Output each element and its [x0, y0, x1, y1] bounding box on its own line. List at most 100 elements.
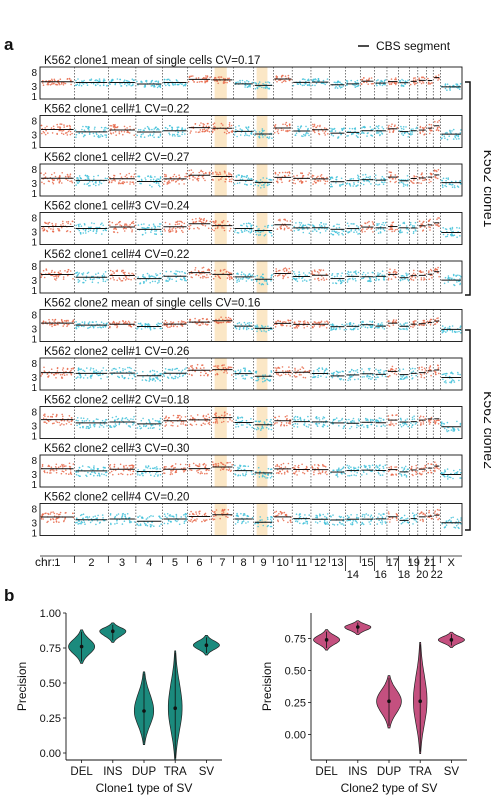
cn-point [246, 422, 248, 425]
y-tick-label: 8 [31, 262, 37, 273]
cn-point [339, 328, 341, 330]
cn-point [415, 230, 417, 232]
cn-point [277, 181, 279, 184]
cn-point [303, 320, 306, 322]
cn-point [459, 283, 461, 286]
cn-point [109, 425, 112, 427]
cn-point [77, 182, 79, 184]
cn-point [213, 129, 216, 131]
cn-point [339, 87, 342, 89]
cn-point [213, 125, 215, 128]
cn-point [174, 135, 176, 137]
cn-point [116, 418, 119, 421]
cn-point [279, 219, 281, 222]
cn-point [228, 122, 231, 124]
cn-point [428, 278, 431, 281]
cn-point [303, 224, 305, 227]
cn-point [219, 277, 222, 280]
cn-point [372, 222, 375, 225]
y-tick-label: 8 [31, 68, 37, 79]
cn-point [409, 368, 412, 370]
cn-point [76, 325, 78, 328]
cn-point [221, 221, 223, 223]
cn-point [424, 126, 427, 128]
cn-point [142, 274, 144, 276]
cn-point [99, 136, 101, 138]
cn-point [235, 128, 237, 131]
cn-point [57, 228, 59, 230]
cn-point [319, 231, 322, 234]
cn-point [58, 421, 60, 424]
cn-point [253, 428, 256, 430]
cn-point [133, 134, 135, 137]
cn-point [458, 138, 460, 140]
cn-point [308, 232, 311, 234]
cn-point [402, 185, 405, 187]
cn-point [379, 371, 381, 374]
cn-point [196, 81, 199, 83]
cn-point [459, 373, 461, 376]
cn-point [50, 368, 53, 371]
cn-point [292, 182, 295, 184]
cn-point [195, 77, 198, 79]
cn-point [299, 83, 302, 86]
cn-point [323, 223, 325, 225]
cn-point [356, 371, 359, 374]
cn-point [237, 81, 239, 83]
highlight-band [256, 212, 268, 245]
cn-point [118, 221, 121, 223]
cn-point [93, 425, 96, 428]
cn-point [168, 132, 170, 134]
cn-point [116, 326, 118, 329]
cn-point [246, 426, 248, 429]
cn-point [444, 84, 447, 86]
cn-point [301, 181, 304, 184]
cn-point [329, 178, 332, 180]
cn-point [200, 122, 202, 124]
cn-point [403, 222, 406, 225]
cn-point [136, 134, 138, 137]
cn-point [279, 375, 281, 377]
cn-point [314, 278, 316, 280]
cn-point [153, 136, 155, 139]
cn-point [249, 232, 252, 234]
cn-point [101, 135, 104, 137]
cn-point [280, 129, 283, 132]
cn-point [59, 78, 62, 80]
cn-point [181, 229, 183, 232]
cn-point [147, 135, 150, 137]
cn-point [250, 322, 253, 324]
cn-point [47, 376, 49, 378]
cn-point [381, 126, 384, 128]
cn-point [128, 370, 130, 373]
cn-point [156, 86, 159, 89]
cn-point [305, 125, 307, 128]
cn-point [361, 424, 364, 426]
cn-point [378, 125, 380, 127]
cn-point [196, 226, 199, 229]
cn-point [388, 325, 391, 328]
cn-point [142, 376, 144, 378]
cn-point [202, 275, 204, 278]
cn-point [180, 423, 182, 425]
cn-point [433, 323, 436, 326]
cn-point [219, 171, 221, 174]
cn-point [235, 419, 237, 422]
cn-point [428, 178, 431, 181]
cn-point [50, 228, 52, 230]
cn-point [121, 182, 123, 184]
cn-point [228, 131, 231, 134]
cn-point [244, 368, 246, 371]
cn-point [338, 223, 340, 226]
cn-point [447, 178, 450, 181]
cn-point [209, 220, 212, 223]
cn-point [123, 80, 125, 83]
cn-point [276, 228, 279, 230]
cn-point [235, 327, 238, 330]
cn-point [174, 227, 177, 230]
cn-point [126, 224, 128, 226]
cn-point [261, 128, 264, 130]
cn-point [287, 271, 290, 273]
cn-point [90, 222, 93, 224]
cn-point [198, 124, 201, 127]
